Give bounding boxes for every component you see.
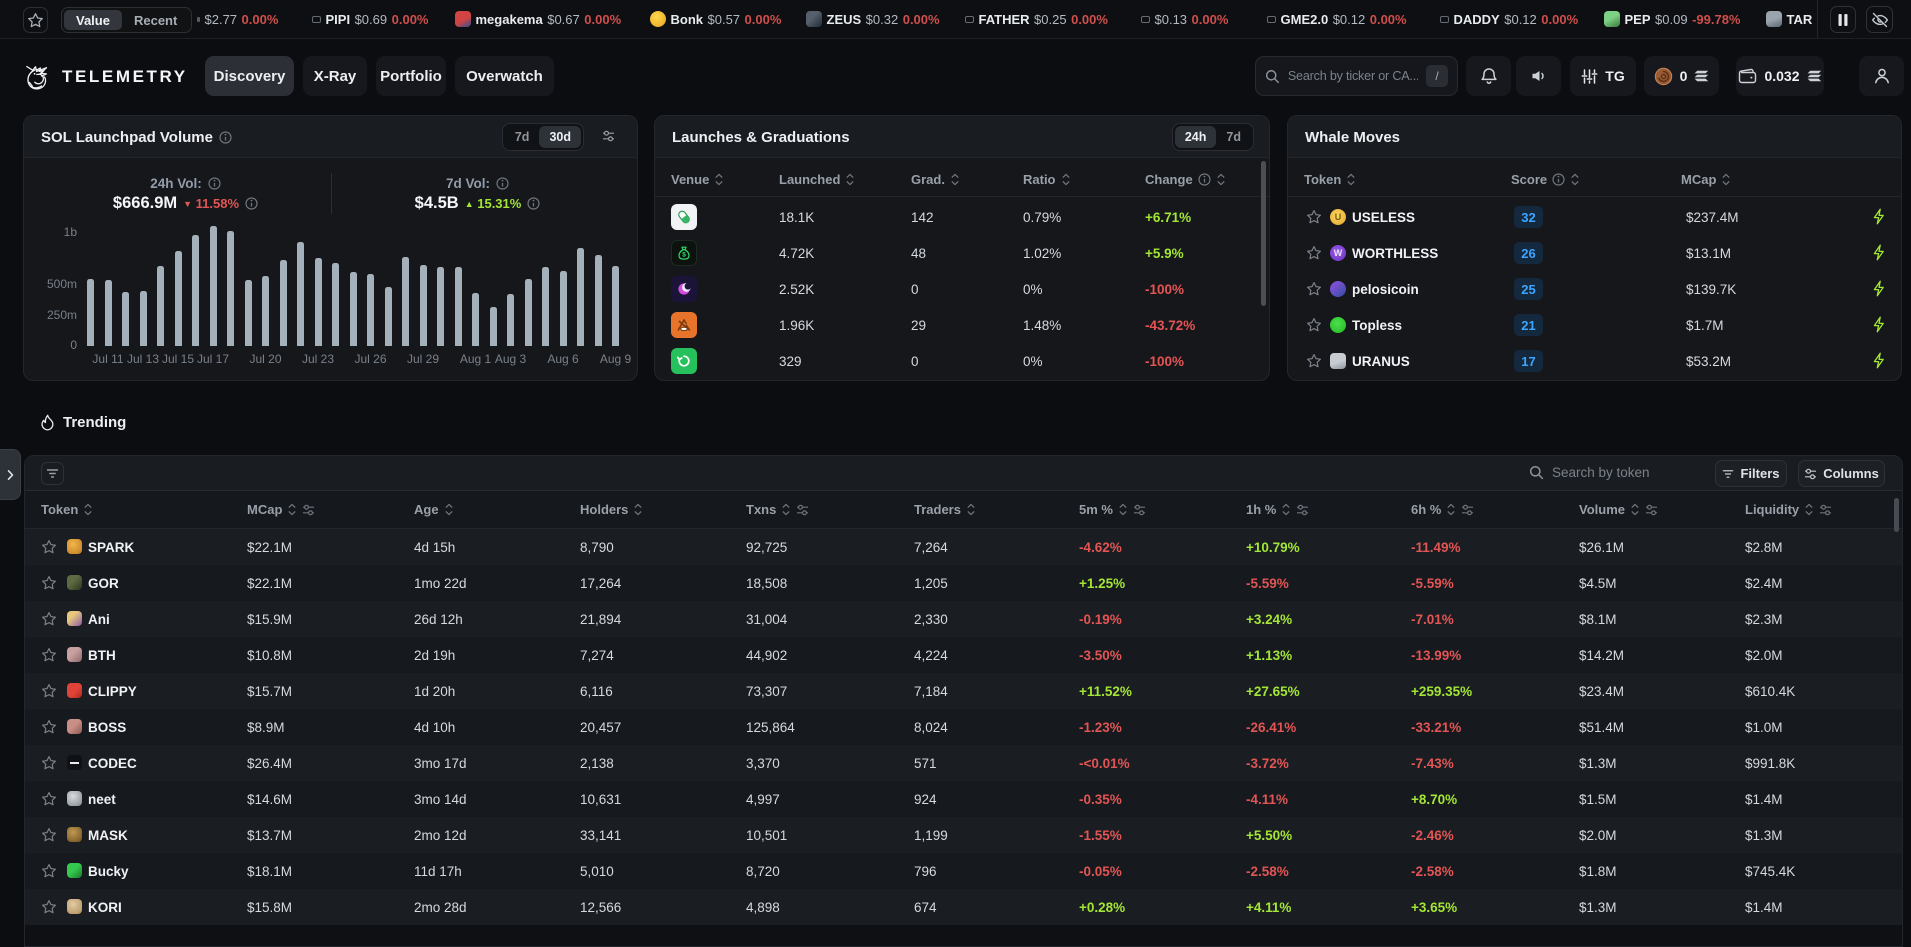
svg-text:$: $ (682, 252, 686, 259)
